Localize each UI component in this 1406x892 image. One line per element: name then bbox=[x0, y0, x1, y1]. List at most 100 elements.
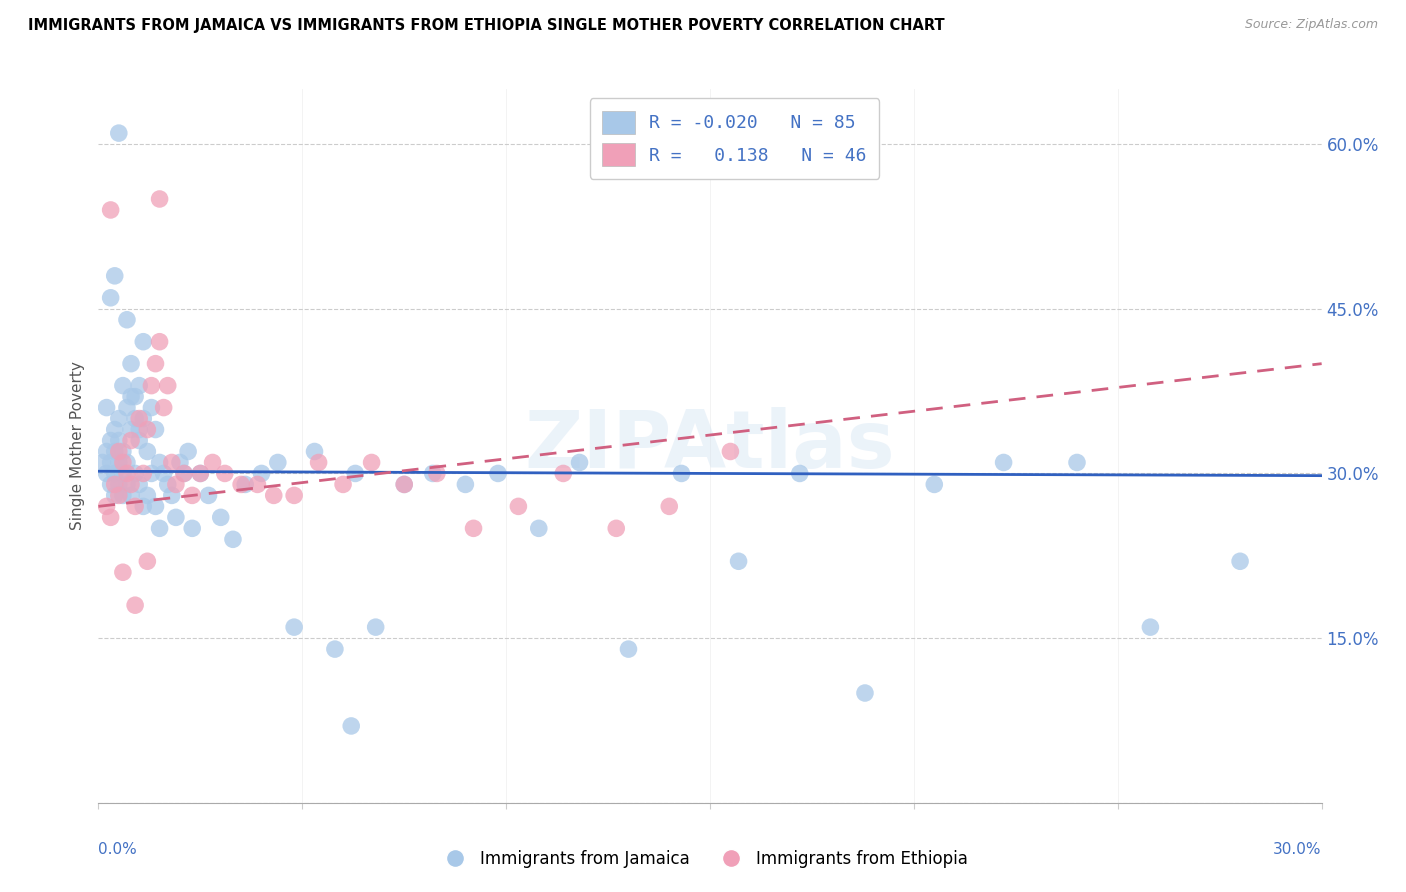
Point bbox=[165, 477, 187, 491]
Point bbox=[508, 500, 530, 514]
Point bbox=[233, 477, 256, 491]
Point bbox=[727, 554, 749, 568]
Point bbox=[454, 477, 477, 491]
Point bbox=[141, 378, 163, 392]
Point bbox=[100, 202, 122, 217]
Point bbox=[422, 467, 444, 481]
Point bbox=[283, 620, 305, 634]
Point bbox=[124, 467, 146, 481]
Point bbox=[115, 401, 138, 415]
Point bbox=[115, 467, 138, 481]
Point bbox=[104, 423, 127, 437]
Point bbox=[323, 642, 346, 657]
Y-axis label: Single Mother Poverty: Single Mother Poverty bbox=[70, 361, 86, 531]
Point bbox=[392, 477, 416, 491]
Point bbox=[111, 444, 134, 458]
Point bbox=[100, 455, 122, 469]
Point bbox=[344, 467, 367, 481]
Text: Source: ZipAtlas.com: Source: ZipAtlas.com bbox=[1244, 18, 1378, 31]
Point bbox=[149, 192, 172, 206]
Point bbox=[145, 357, 167, 371]
Point bbox=[128, 423, 150, 437]
Point bbox=[108, 126, 131, 140]
Point bbox=[364, 620, 387, 634]
Point bbox=[124, 411, 146, 425]
Point bbox=[617, 642, 640, 657]
Point bbox=[173, 467, 195, 481]
Point bbox=[392, 477, 416, 491]
Point bbox=[149, 455, 172, 469]
Point bbox=[124, 598, 146, 612]
Text: ZIPAtlas: ZIPAtlas bbox=[524, 407, 896, 485]
Point bbox=[188, 467, 212, 481]
Point bbox=[96, 500, 118, 514]
Point bbox=[308, 455, 330, 469]
Point bbox=[108, 411, 131, 425]
Point bbox=[136, 488, 159, 502]
Point bbox=[128, 378, 150, 392]
Point bbox=[156, 378, 179, 392]
Point bbox=[263, 488, 285, 502]
Point bbox=[124, 390, 146, 404]
Point bbox=[605, 521, 627, 535]
Point bbox=[100, 510, 122, 524]
Point bbox=[360, 455, 382, 469]
Point bbox=[197, 488, 219, 502]
Point bbox=[718, 444, 742, 458]
Point bbox=[1066, 455, 1088, 469]
Point bbox=[100, 291, 122, 305]
Point bbox=[152, 401, 174, 415]
Point bbox=[132, 334, 155, 349]
Point bbox=[100, 477, 122, 491]
Point bbox=[304, 444, 326, 458]
Point bbox=[340, 719, 363, 733]
Point bbox=[136, 444, 159, 458]
Point bbox=[120, 390, 142, 404]
Point bbox=[104, 477, 127, 491]
Point bbox=[152, 467, 174, 481]
Point bbox=[111, 467, 134, 481]
Point bbox=[120, 477, 142, 491]
Point bbox=[108, 444, 131, 458]
Point bbox=[111, 455, 134, 469]
Point bbox=[108, 488, 131, 502]
Point bbox=[209, 510, 232, 524]
Point bbox=[104, 467, 127, 481]
Point bbox=[160, 488, 183, 502]
Point bbox=[169, 455, 191, 469]
Text: 30.0%: 30.0% bbox=[1274, 842, 1322, 857]
Point bbox=[332, 477, 354, 491]
Point bbox=[132, 411, 155, 425]
Point bbox=[149, 334, 172, 349]
Point bbox=[104, 444, 127, 458]
Point bbox=[120, 357, 142, 371]
Point bbox=[115, 455, 138, 469]
Point bbox=[177, 444, 200, 458]
Point bbox=[993, 455, 1015, 469]
Text: IMMIGRANTS FROM JAMAICA VS IMMIGRANTS FROM ETHIOPIA SINGLE MOTHER POVERTY CORREL: IMMIGRANTS FROM JAMAICA VS IMMIGRANTS FR… bbox=[28, 18, 945, 33]
Point bbox=[128, 434, 150, 448]
Point bbox=[108, 455, 131, 469]
Point bbox=[165, 510, 187, 524]
Point bbox=[120, 434, 142, 448]
Point bbox=[231, 477, 253, 491]
Legend: R = -0.020   N = 85, R =   0.138   N = 46: R = -0.020 N = 85, R = 0.138 N = 46 bbox=[589, 98, 879, 179]
Point bbox=[527, 521, 550, 535]
Point bbox=[160, 455, 183, 469]
Point bbox=[108, 434, 131, 448]
Text: 0.0%: 0.0% bbox=[98, 842, 138, 857]
Point bbox=[1139, 620, 1161, 634]
Point bbox=[136, 554, 159, 568]
Point bbox=[553, 467, 575, 481]
Legend: Immigrants from Jamaica, Immigrants from Ethiopia: Immigrants from Jamaica, Immigrants from… bbox=[432, 844, 974, 875]
Point bbox=[267, 455, 290, 469]
Point bbox=[115, 477, 138, 491]
Point bbox=[141, 401, 163, 415]
Point bbox=[96, 467, 118, 481]
Point bbox=[111, 566, 134, 580]
Point bbox=[96, 444, 118, 458]
Point bbox=[780, 137, 803, 152]
Point bbox=[120, 423, 142, 437]
Point bbox=[463, 521, 485, 535]
Point bbox=[100, 434, 122, 448]
